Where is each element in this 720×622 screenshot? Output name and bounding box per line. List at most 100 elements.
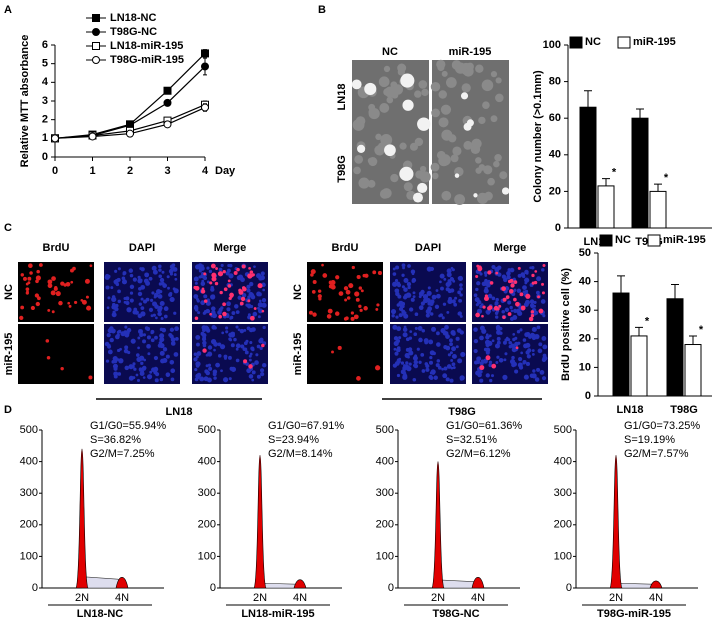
cell <box>498 357 504 363</box>
cell <box>457 290 462 295</box>
cell <box>530 313 535 318</box>
cell <box>154 378 159 383</box>
marker <box>201 62 209 71</box>
cell <box>345 289 351 295</box>
y-tick-label: 50 <box>579 247 591 259</box>
marker <box>201 49 209 58</box>
cell <box>262 288 266 292</box>
cell <box>150 314 154 318</box>
cell <box>134 310 139 315</box>
cell <box>430 299 435 304</box>
cell <box>413 359 419 365</box>
cell <box>483 271 488 275</box>
cell <box>393 347 397 351</box>
cell <box>436 342 441 347</box>
cell <box>258 299 262 303</box>
cell <box>260 372 265 377</box>
cell <box>403 287 408 292</box>
bar <box>684 344 702 397</box>
cell <box>450 366 454 370</box>
cell <box>211 272 217 278</box>
cell <box>225 330 229 334</box>
cell <box>428 360 434 365</box>
significance: * <box>699 324 704 336</box>
cell <box>153 355 159 361</box>
cell <box>524 277 530 283</box>
cell <box>350 311 354 315</box>
cell <box>399 166 414 181</box>
cell <box>476 281 481 286</box>
cell <box>144 272 150 278</box>
cell-cycle-stat: S=36.82% <box>90 434 141 446</box>
marker <box>201 103 209 112</box>
cell <box>479 335 484 341</box>
cell <box>117 372 122 376</box>
cell <box>421 369 426 373</box>
cell <box>446 364 452 369</box>
cell <box>512 337 516 342</box>
cell <box>506 271 511 276</box>
cell <box>327 308 333 314</box>
cell <box>476 371 482 377</box>
row-label: miR-195 <box>3 333 15 376</box>
cell <box>530 310 535 314</box>
cell <box>461 83 471 93</box>
cell <box>358 286 363 290</box>
cell <box>436 359 441 363</box>
cell <box>245 362 249 366</box>
cell <box>111 296 117 303</box>
cell <box>194 316 199 320</box>
cell <box>450 266 454 270</box>
cell <box>396 359 401 364</box>
cell <box>162 283 168 289</box>
column-label: BrdU <box>332 242 359 254</box>
cell <box>403 182 413 192</box>
cell <box>169 359 175 365</box>
cell <box>440 328 446 334</box>
legend-label: T98G-miR-195 <box>110 54 184 66</box>
cell <box>243 328 247 332</box>
cell <box>463 140 473 150</box>
cell <box>536 276 542 282</box>
cell <box>456 328 462 333</box>
cell <box>479 304 483 309</box>
cell <box>235 325 239 329</box>
y-tick-label: 0 <box>585 390 591 402</box>
cell <box>515 301 520 307</box>
cell <box>375 133 382 140</box>
cell <box>449 351 453 355</box>
cell <box>495 324 501 330</box>
cell <box>251 370 256 375</box>
cell <box>45 339 50 343</box>
cell <box>450 359 454 362</box>
cell <box>420 301 425 306</box>
cell <box>133 367 137 371</box>
cell <box>527 348 532 353</box>
cell <box>205 353 209 357</box>
cell <box>203 294 208 299</box>
cell <box>489 378 493 383</box>
cell <box>514 369 519 374</box>
cell <box>477 266 483 272</box>
cell <box>217 271 224 277</box>
cell <box>531 273 535 278</box>
cell <box>378 76 390 88</box>
cell <box>495 93 504 103</box>
cell <box>474 360 478 365</box>
cell <box>408 350 414 356</box>
cell <box>143 358 147 362</box>
cell <box>529 266 532 270</box>
cell <box>359 308 363 312</box>
cell <box>401 273 405 277</box>
cell-cycle-stat: G2/M=8.14% <box>268 448 333 460</box>
cell <box>251 347 255 352</box>
cell <box>436 331 440 336</box>
cell <box>356 274 361 280</box>
cell <box>155 316 158 320</box>
cell <box>483 288 489 294</box>
cell <box>209 312 212 316</box>
cell <box>412 295 416 299</box>
y-tick-label: 100 <box>198 550 216 562</box>
cell <box>139 371 145 377</box>
